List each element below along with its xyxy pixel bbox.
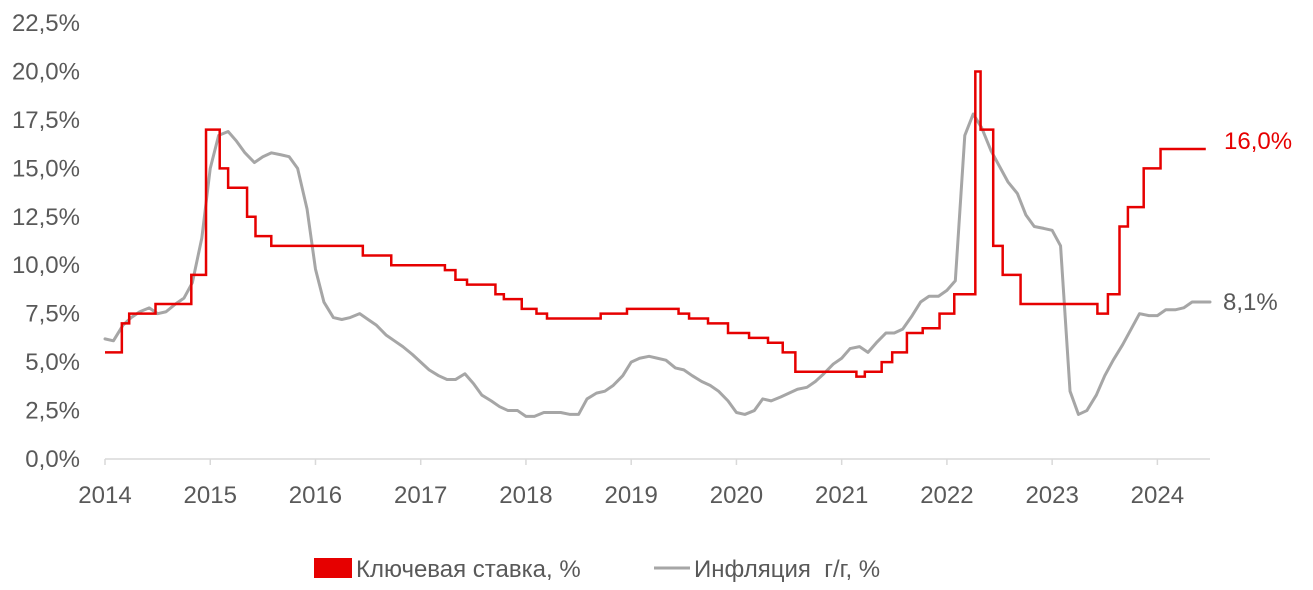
legend-label-inflation: Инфляция г/г, % (694, 556, 880, 583)
y-tick-label: 20,0% (12, 58, 80, 85)
y-tick-label: 22,5% (12, 10, 80, 37)
x-tick-label: 2018 (499, 482, 552, 509)
x-tick-label: 2021 (815, 482, 868, 509)
inflation-line (103, 112, 1212, 418)
legend-label-key-rate: Ключевая ставка, % (356, 556, 581, 583)
x-tick-label: 2015 (184, 482, 237, 509)
y-tick-label: 5,0% (25, 349, 80, 376)
series-layer (103, 70, 1212, 418)
x-tick-label: 2023 (1025, 482, 1078, 509)
x-tick-label: 2024 (1131, 482, 1184, 509)
x-tick-label: 2017 (394, 482, 447, 509)
y-tick-label: 15,0% (12, 155, 80, 182)
x-tick-label: 2019 (604, 482, 657, 509)
x-tick-label: 2020 (710, 482, 763, 509)
x-tick-label: 2014 (78, 482, 131, 509)
y-tick-label: 7,5% (25, 301, 80, 328)
y-tick-label: 0,0% (25, 446, 80, 473)
x-tick-label: 2016 (289, 482, 342, 509)
inflation-end-label: 8,1% (1223, 289, 1278, 316)
key-rate-end-label: 16,0% (1224, 128, 1292, 155)
key-rate-step-line (105, 70, 1206, 378)
y-tick-label: 17,5% (12, 107, 80, 134)
y-tick-label: 12,5% (12, 204, 80, 231)
y-axis-tick-labels: 0,0% 2,5% 5,0% 7,5% 10,0% 12,5% 15,0% 17,5% 20,0… (12, 10, 80, 473)
x-axis-ticks: 2014 2015 2016 2017 2018 2019 2020 2021 2022 2023… (78, 459, 1184, 509)
x-tick-label: 2022 (920, 482, 973, 509)
legend-swatch-key-rate (314, 558, 352, 578)
y-tick-label: 2,5% (25, 398, 80, 425)
y-tick-label: 10,0% (12, 252, 80, 279)
legend: Ключевая ставка, % Инфляция г/г, % (314, 556, 880, 583)
